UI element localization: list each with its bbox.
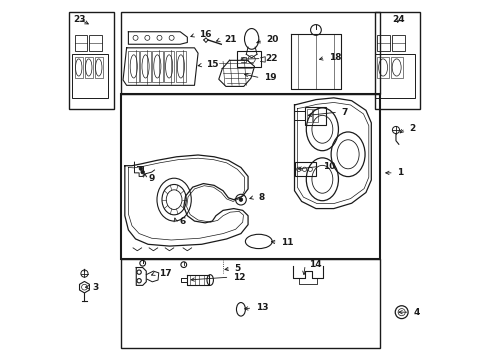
Text: 11: 11 (281, 238, 293, 247)
Text: 1: 1 (397, 168, 403, 177)
Bar (313, 109, 318, 122)
Bar (391, 35, 404, 51)
Text: 12: 12 (233, 273, 245, 282)
Bar (304, 107, 325, 125)
Text: 18: 18 (328, 53, 341, 62)
Text: 3: 3 (93, 283, 99, 292)
Bar (75, 57, 83, 78)
Text: 17: 17 (159, 269, 171, 278)
Text: 14: 14 (308, 260, 321, 269)
Text: 8: 8 (258, 193, 264, 202)
Text: 10: 10 (323, 162, 335, 171)
Bar (374, 54, 414, 98)
Bar (69, 12, 114, 109)
Bar (121, 258, 380, 348)
Bar (294, 162, 315, 176)
Text: 16: 16 (198, 31, 211, 40)
Text: 9: 9 (148, 175, 155, 184)
Bar (121, 12, 380, 94)
Text: 21: 21 (224, 35, 236, 44)
Bar (152, 51, 163, 82)
Text: 22: 22 (264, 54, 277, 63)
Circle shape (141, 170, 144, 174)
Bar (75, 35, 87, 51)
Text: 20: 20 (266, 36, 279, 45)
Bar (377, 35, 389, 51)
Text: 15: 15 (205, 60, 218, 69)
Text: 24: 24 (391, 15, 404, 24)
Text: 23: 23 (73, 15, 85, 24)
Bar (175, 51, 186, 82)
Bar (237, 51, 260, 67)
Bar (140, 51, 151, 82)
Text: 7: 7 (341, 108, 347, 117)
Bar (163, 51, 174, 82)
Text: 4: 4 (412, 308, 419, 317)
Bar (390, 57, 402, 78)
Text: 19: 19 (264, 73, 276, 82)
Bar (84, 57, 93, 78)
Bar (89, 35, 102, 51)
Bar (95, 57, 103, 78)
Bar (121, 94, 380, 258)
Bar (128, 51, 139, 82)
Text: 6: 6 (179, 217, 185, 226)
Text: 5: 5 (234, 264, 240, 273)
Text: 13: 13 (255, 303, 268, 312)
Bar (306, 109, 311, 122)
Circle shape (139, 167, 142, 170)
Bar (374, 12, 419, 109)
Circle shape (239, 198, 242, 202)
Bar (72, 54, 108, 98)
Bar (377, 57, 388, 78)
Text: 2: 2 (408, 124, 414, 133)
